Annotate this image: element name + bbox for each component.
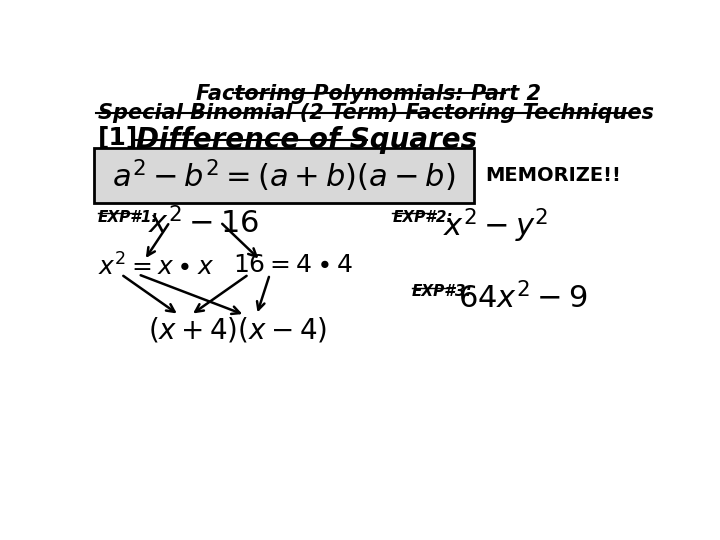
Text: $64x^2 - 9$: $64x^2 - 9$ [458,282,588,314]
Text: $x^2 - y^2$: $x^2 - y^2$ [443,206,548,245]
Text: EXP#3:: EXP#3: [412,284,472,299]
Text: $a^2 - b^2 = (a+b)(a-b)$: $a^2 - b^2 = (a+b)(a-b)$ [112,158,456,194]
Text: $x^2 = x \bullet x$: $x^2 = x \bullet x$ [98,253,214,281]
FancyBboxPatch shape [94,148,474,204]
Text: $x^2 - 16$: $x^2 - 16$ [148,206,259,239]
Text: Factoring Polynomials: Part 2: Factoring Polynomials: Part 2 [197,84,541,104]
Text: Difference of Squares: Difference of Squares [137,126,477,154]
Text: MEMORIZE!!: MEMORIZE!! [485,166,621,185]
Text: EXP#2:: EXP#2: [392,210,453,225]
Text: [1]: [1] [98,126,138,151]
Text: EXP#1:: EXP#1: [98,210,158,225]
Text: $(x+4)(x-4)$: $(x+4)(x-4)$ [148,315,328,344]
Text: Special Binomial (2 Term) Factoring Techniques: Special Binomial (2 Term) Factoring Tech… [98,103,654,123]
Text: $16 = 4 \bullet 4$: $16 = 4 \bullet 4$ [233,253,354,278]
